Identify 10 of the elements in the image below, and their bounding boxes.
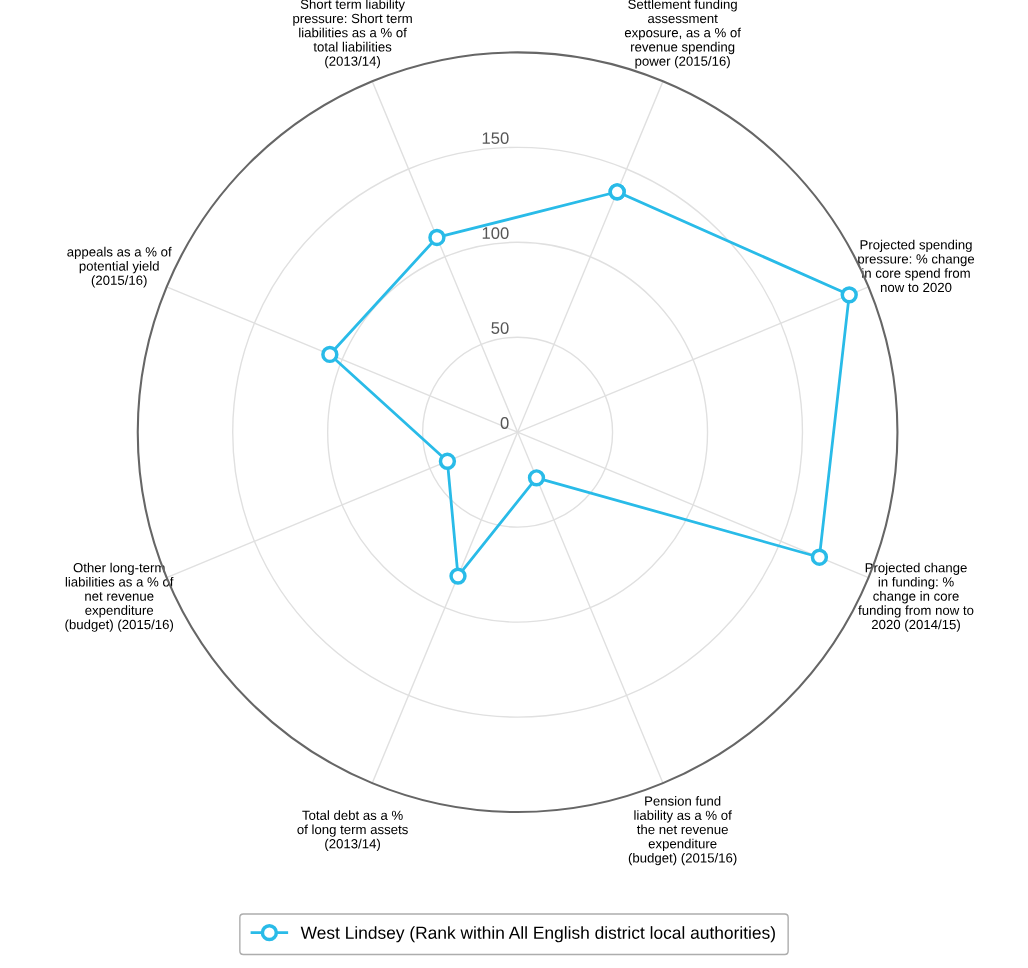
- spoke-label: Short term liability pressure: Short term liabilities as a % of total liabilities (2013/14): [293, 0, 412, 69]
- spoke-label: Total debt as a % of long term assets (2013/14): [297, 810, 408, 851]
- legend-label: West Lindsey (Rank within All English district local authorities): [300, 926, 775, 943]
- y-tick-label: 100: [482, 227, 509, 239]
- spoke-label: appeals as a % of potential yield (2015/16): [67, 246, 172, 288]
- spoke-label: Settlement funding assessment exposure, as a % of revenue spending power (2015/16): [624, 0, 741, 69]
- y-tick-label: 50: [491, 322, 509, 334]
- spoke-label: Pension fund liability as a % of the net revenue expenditure (budget) (2015/16): [628, 796, 737, 866]
- y-tick-label: 0: [500, 417, 509, 429]
- y-tick-label: 150: [482, 132, 509, 145]
